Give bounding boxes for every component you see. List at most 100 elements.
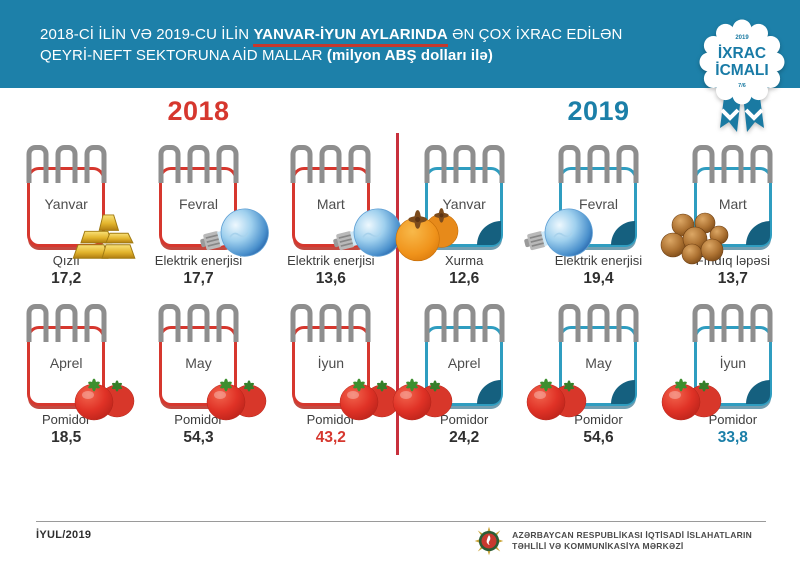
title-line-2: QEYRİ-NEFT SEKTORUNA AİD MALLAR (milyon …	[40, 47, 493, 64]
month-cell: Yanvar Qızıl 17,2	[0, 145, 136, 288]
svg-text:İXRAC: İXRAC	[718, 45, 766, 62]
tomato-icon	[74, 378, 135, 421]
spiral-rings-icon	[421, 304, 508, 342]
product-label: Xurma	[445, 253, 484, 268]
export-value: 17,7	[183, 270, 214, 287]
spiral-rings-icon	[23, 304, 110, 342]
export-value: 18,5	[51, 429, 82, 446]
spiral-rings-icon	[287, 145, 374, 183]
svg-text:7/6: 7/6	[738, 83, 746, 89]
calendar: Fevral	[524, 145, 639, 257]
spiral-rings-icon	[555, 145, 642, 183]
product-label: Pomidor	[306, 412, 356, 427]
export-value: 17,2	[51, 270, 82, 287]
month-cell: Fevral Elektrik enerjisi 17,7	[132, 145, 270, 288]
calendar: Yanvar	[26, 145, 136, 259]
month-label: Fevral	[579, 196, 618, 212]
tomato-icon	[339, 378, 400, 421]
year-title-2018: 2018	[167, 96, 230, 126]
month-cell: Yanvar Xurma 12,6	[395, 145, 531, 288]
spiral-rings-icon	[287, 304, 374, 342]
tomato-icon	[392, 378, 453, 421]
product-image	[336, 370, 404, 424]
title-line-1: 2018-Cİ İLİN VƏ 2019-CU İLİN YANVAR-İYUN…	[40, 24, 622, 47]
export-value: 13,6	[315, 270, 346, 287]
calendar: Mart	[660, 145, 773, 265]
product-label: Pomidor	[708, 412, 758, 427]
column-2019: 2019 Yanvar Xurma 12,6 Fevral	[392, 88, 800, 447]
product-image	[332, 203, 404, 265]
issue-date: İYUL/2019	[36, 529, 92, 541]
month-cell: Fevral Elektrik enerjisi 19,4	[524, 145, 665, 288]
product-image	[389, 205, 467, 265]
month-cell: Mart Elektrik enerjisi 13,6	[265, 145, 402, 288]
export-value: 19,4	[583, 270, 614, 287]
month-label: May	[185, 355, 212, 371]
light-bulb-icon	[200, 208, 270, 257]
export-value: 54,6	[583, 429, 614, 446]
product-image	[203, 370, 271, 424]
month-label: Mart	[718, 196, 747, 212]
product-label: Pomidor	[174, 412, 223, 427]
month-label: Fevral	[179, 196, 218, 212]
month-label: Mart	[316, 196, 345, 212]
footer: İYUL/2019 AZƏRBAYCAN RESPUBLİKASI İQTİSA…	[36, 521, 766, 566]
calendar: İyun	[290, 304, 400, 421]
organization-name: AZƏRBAYCAN RESPUBLİKASI İQTİSADİ İSLAHAT…	[512, 529, 752, 551]
calendar: Fevral	[158, 145, 270, 257]
product-image	[523, 203, 595, 265]
spiral-rings-icon	[155, 304, 242, 342]
light-bulb-icon	[333, 208, 402, 257]
light-bulb-icon	[524, 208, 594, 257]
month-label: İyun	[317, 355, 345, 371]
azerbaijan-emblem-icon	[474, 526, 504, 556]
product-image	[658, 370, 726, 424]
svg-text:2019: 2019	[735, 35, 749, 41]
product-label: Elektrik enerjisi	[554, 253, 643, 268]
month-cell: Aprel Pomidor 18,5	[0, 304, 135, 447]
product-label: Pomidor	[574, 412, 623, 427]
product-image	[523, 370, 591, 424]
product-label: Pomidor	[439, 412, 489, 427]
month-cell: Aprel Pomidor 24,2	[392, 304, 531, 447]
spiral-rings-icon	[689, 145, 776, 183]
month-cell: İyun Pomidor 33,8	[661, 304, 800, 447]
export-value: 13,7	[717, 270, 748, 287]
ixrac-icmali-badge-icon: 2019 İXRAC İCMALI 7/6	[699, 19, 785, 132]
product-image	[199, 203, 271, 265]
calendar: Mart	[290, 145, 402, 257]
month-cell: May Pomidor 54,3	[132, 304, 267, 447]
spiral-rings-icon	[421, 145, 508, 183]
month-label: İyun	[719, 355, 747, 371]
product-image	[71, 213, 139, 265]
calendar: İyun	[661, 304, 773, 421]
page-title: 2018-Cİ İLİN VƏ 2019-CU İLİN YANVAR-İYUN…	[40, 24, 622, 66]
spiral-rings-icon	[23, 145, 110, 183]
persimmon-icon	[395, 208, 459, 262]
spiral-rings-icon	[555, 304, 642, 342]
export-value: 43,2	[315, 429, 346, 446]
title-highlight: YANVAR-İYUN AYLARINDA	[253, 26, 448, 47]
year-title-2019: 2019	[567, 96, 630, 126]
calendar: Aprel	[26, 304, 135, 421]
hazelnuts-icon	[660, 212, 729, 265]
product-image	[658, 209, 734, 265]
calendar: May	[527, 304, 639, 421]
svg-text:İCMALI: İCMALI	[715, 62, 768, 79]
month-label: Aprel	[49, 355, 83, 371]
month-label: Yanvar	[44, 196, 88, 212]
month-cell: İyun Pomidor 43,2	[265, 304, 400, 447]
tomato-icon	[207, 378, 267, 421]
gold-bars-icon	[72, 214, 136, 259]
tomato-icon	[527, 378, 587, 421]
spiral-rings-icon	[155, 145, 242, 183]
product-label: Elektrik enerjisi	[287, 253, 375, 268]
export-value: 54,3	[183, 429, 214, 446]
product-image	[389, 370, 457, 424]
tomato-icon	[661, 378, 722, 421]
content-area: 2018 Yanvar Qızıl 17,2 Fevral	[0, 88, 800, 521]
product-label: Pomidor	[41, 412, 91, 427]
export-value: 12,6	[449, 270, 480, 287]
months-grid-2019: Yanvar Xurma 12,6 Fevral	[392, 145, 800, 447]
